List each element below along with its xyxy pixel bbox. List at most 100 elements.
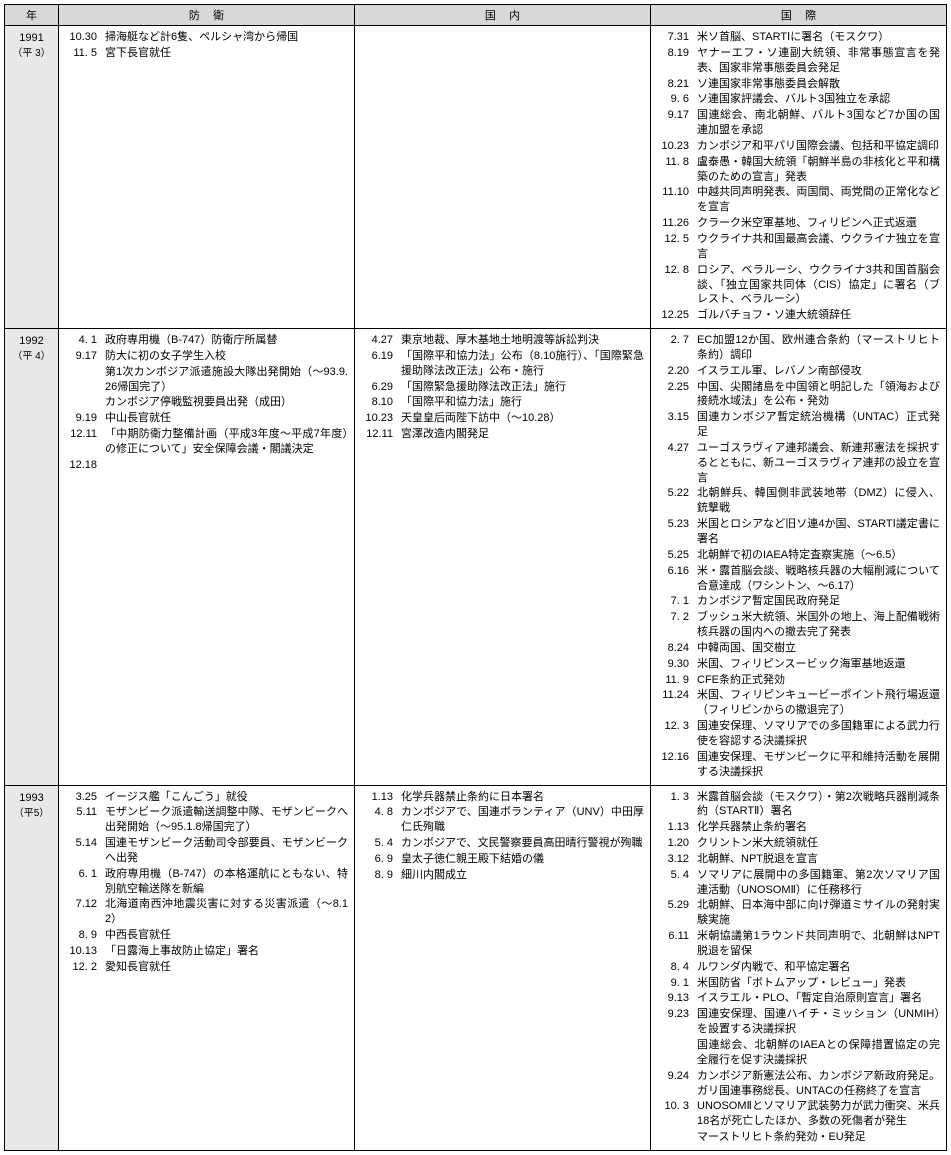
year-cell: 1991（平 3） — [5, 26, 59, 329]
event-text: イスラエル軍、レバノン南部侵攻 — [697, 364, 940, 379]
event-row: 3.25イージス艦「こんごう」就役 — [65, 790, 348, 805]
col-defense: 防衛 — [59, 5, 355, 26]
event-row: 12.16国連安保理、モザンビークに平和維持活動を展開する決議採択 — [657, 750, 940, 780]
event-text: 国連安保理、モザンビークに平和維持活動を展開する決議採択 — [697, 750, 940, 780]
event-row: 5.11モザンビーク派遣輸送調整中隊、モザンビークへ出発開始（～95.1.8帰国… — [65, 805, 348, 835]
event-date: 8. 9 — [65, 928, 105, 943]
event-text: 「国際緊急援助隊法改正法」施行 — [401, 380, 644, 395]
event-text: 中国、尖閣諸島を中国領と明記した「領海および接続水域法」を公布・発効 — [697, 380, 940, 410]
event-row: 8.21ソ連国家非常事態委員会解散 — [657, 77, 940, 92]
event-row: 5. 4カンボジアで、文民警察要員高田晴行警視が殉職 — [361, 836, 644, 851]
chronology-table: 年 防衛 国内 国際 1991（平 3）10.30掃海艇など計6隻、ペルシャ湾か… — [4, 4, 947, 1151]
event-row: 8.10「国際平和協力法」施行 — [361, 395, 644, 410]
event-row: 12. 3国連安保理、ソマリアでの多国籍軍による武力行使を容認する決議採択 — [657, 719, 940, 749]
event-date: 2.20 — [657, 364, 697, 379]
event-row: 12. 5ウクライナ共和国最高会議、ウクライナ独立を宣言 — [657, 232, 940, 262]
event-text: 中山長官就任 — [105, 411, 348, 426]
event-text: 北海道南西沖地震災害に対する災害派遣（～8.12） — [105, 897, 348, 927]
event-row: 12.25ゴルバチョフ・ソ連大統領辞任 — [657, 308, 940, 323]
event-text: 盧泰愚・韓国大統領「朝鮮半島の非核化と平和構築のための宣言」発表 — [697, 155, 940, 185]
event-text: 愛知長官就任 — [105, 960, 348, 975]
event-date: 11.10 — [657, 185, 697, 215]
year-main: 1991 — [9, 32, 54, 44]
event-text: 北朝鮮、NPT脱退を宣言 — [697, 852, 940, 867]
event-row: 10.30掃海艇など計6隻、ペルシャ湾から帰国 — [65, 30, 348, 45]
event-date: 4. 1 — [65, 333, 105, 348]
event-date: 4.27 — [361, 333, 401, 348]
event-row: 6.16米・露首脳会談、戦略核兵器の大幅削減について合意達成（ワシントン、～6.… — [657, 564, 940, 594]
event-row: 9.30米国、フィリピンスービック海軍基地返還 — [657, 657, 940, 672]
event-row: マーストリヒト条約発効・EU発足 — [657, 1130, 940, 1145]
event-row: 10.23カンボジア和平パリ国際会議、包括和平協定調印 — [657, 139, 940, 154]
event-date: 6.16 — [657, 564, 697, 594]
event-date: 1.13 — [657, 820, 697, 835]
event-row: 9. 1米国防省「ボトムアップ・レビュー」発表 — [657, 976, 940, 991]
event-row: 1. 3米露首脳会談（モスクワ）・第2次戦略兵器削減条約（STARTⅡ）署名 — [657, 790, 940, 820]
event-date: 2.25 — [657, 380, 697, 410]
event-date: 12. 3 — [657, 719, 697, 749]
table-row: 1993（平5）3.25イージス艦「こんごう」就役5.11モザンビーク派遣輸送調… — [5, 785, 947, 1150]
event-text: 東京地裁、厚木基地土地明渡等訴訟判決 — [401, 333, 644, 348]
event-row: 5.14国連モザンビーク活動司令部要員、モザンビークへ出発 — [65, 836, 348, 866]
event-text: 米・露首脳会談、戦略核兵器の大幅削減について合意達成（ワシントン、～6.17） — [697, 564, 940, 594]
defense-events: 10.30掃海艇など計6隻、ペルシャ湾から帰国11. 5宮下長官就任 — [59, 26, 355, 329]
event-date: 11.24 — [657, 688, 697, 718]
event-row: 12.11「中期防衛力整備計画（平成3年度～平成7年度）の修正について」安全保障… — [65, 427, 348, 457]
event-date: 5.29 — [657, 898, 697, 928]
event-row: 4. 8カンボジアで、国連ボランティア（UNV）中田厚仁氏殉職 — [361, 805, 644, 835]
event-text: 化学兵器禁止条約署名 — [697, 820, 940, 835]
event-date: 12. 8 — [657, 263, 697, 308]
event-date: 7. 1 — [657, 594, 697, 609]
event-date: 9.17 — [657, 108, 697, 138]
event-text: 「国際平和協力法」公布（8.10施行）、「国際緊急援助隊法改正法」公布・施行 — [401, 349, 644, 379]
event-date: 10.23 — [657, 139, 697, 154]
event-row: 8.24中韓両国、国交樹立 — [657, 641, 940, 656]
event-date: 8.21 — [657, 77, 697, 92]
event-text: イージス艦「こんごう」就役 — [105, 790, 348, 805]
event-row: 5.23米国とロシアなど旧ソ連4か国、STARTⅠ議定書に署名 — [657, 517, 940, 547]
event-date: 4. 8 — [361, 805, 401, 835]
event-text: カンボジア暫定国民政府発足 — [697, 594, 940, 609]
event-date: 7.12 — [65, 897, 105, 927]
event-row: 1.20クリントン米大統領就任 — [657, 836, 940, 851]
event-date: 9.19 — [65, 411, 105, 426]
event-date: 8. 9 — [361, 868, 401, 883]
event-date: 9. 1 — [657, 976, 697, 991]
event-text: 国連カンボジア暫定統治機構（UNTAC）正式発足 — [697, 410, 940, 440]
event-text: 国連モザンビーク活動司令部要員、モザンビークへ出発 — [105, 836, 348, 866]
event-date: 9.24 — [657, 1069, 697, 1099]
event-date: 7. 2 — [657, 610, 697, 640]
event-text: 北朝鮮兵、韓国側非武装地帯（DMZ）に侵入、銃撃戦 — [697, 486, 940, 516]
event-date: 5.11 — [65, 805, 105, 835]
event-row: 11. 9CFE条約正式発効 — [657, 673, 940, 688]
event-text: クラーク米空軍基地、フィリピンへ正式返還 — [697, 216, 940, 231]
year-main: 1993 — [9, 792, 54, 804]
event-row: 4.27東京地裁、厚木基地土地明渡等訴訟判決 — [361, 333, 644, 348]
event-row: 8. 9細川内閣成立 — [361, 868, 644, 883]
domestic-events: 1.13化学兵器禁止条約に日本署名4. 8カンボジアで、国連ボランティア（UNV… — [355, 785, 651, 1150]
event-date — [657, 1038, 697, 1068]
event-text: マーストリヒト条約発効・EU発足 — [697, 1130, 940, 1145]
event-date: 6. 1 — [65, 867, 105, 897]
event-text: 皇太子徳仁親王殿下結婚の儀 — [401, 852, 644, 867]
event-row: 6.29「国際緊急援助隊法改正法」施行 — [361, 380, 644, 395]
international-events: 7.31米ソ首脳、STARTⅠに署名（モスクワ）8.19ヤナーエフ・ソ連副大統領… — [651, 26, 947, 329]
event-row: 9.19中山長官就任 — [65, 411, 348, 426]
event-date: 5. 4 — [657, 868, 697, 898]
event-row: 3.12北朝鮮、NPT脱退を宣言 — [657, 852, 940, 867]
defense-events: 3.25イージス艦「こんごう」就役5.11モザンビーク派遣輸送調整中隊、モザンビ… — [59, 785, 355, 1150]
event-row: 1.13化学兵器禁止条約に日本署名 — [361, 790, 644, 805]
event-row: 9. 6ソ連国家評議会、バルト3国独立を承認 — [657, 92, 940, 107]
event-date: 5.14 — [65, 836, 105, 866]
defense-events: 4. 1政府専用機（B-747）防衛庁所属替9.17防大に初の女子学生入校第1次… — [59, 329, 355, 785]
event-text: カンボジア和平パリ国際会議、包括和平協定調印 — [697, 139, 940, 154]
event-row: 2. 7EC加盟12か国、欧州連合条約（マーストリヒト条約）調印 — [657, 333, 940, 363]
event-date: 9.13 — [657, 991, 697, 1006]
event-text: 国連総会、南北朝鮮、バルト3国など7か国の国連加盟を承認 — [697, 108, 940, 138]
event-text: 「中期防衛力整備計画（平成3年度～平成7年度）の修正について」安全保障会議・閣議… — [105, 427, 348, 457]
event-row: 5.29北朝鮮、日本海中部に向け弾道ミサイルの発射実験実施 — [657, 898, 940, 928]
event-text: 米国防省「ボトムアップ・レビュー」発表 — [697, 976, 940, 991]
event-row: 11.24米国、フィリピンキュービーポイント飛行場返還（フィリピンからの撤退完了… — [657, 688, 940, 718]
event-text: ヤナーエフ・ソ連副大統領、非常事態宣言を発表、国家非常事態委員会発足 — [697, 46, 940, 76]
event-date: 6.19 — [361, 349, 401, 379]
